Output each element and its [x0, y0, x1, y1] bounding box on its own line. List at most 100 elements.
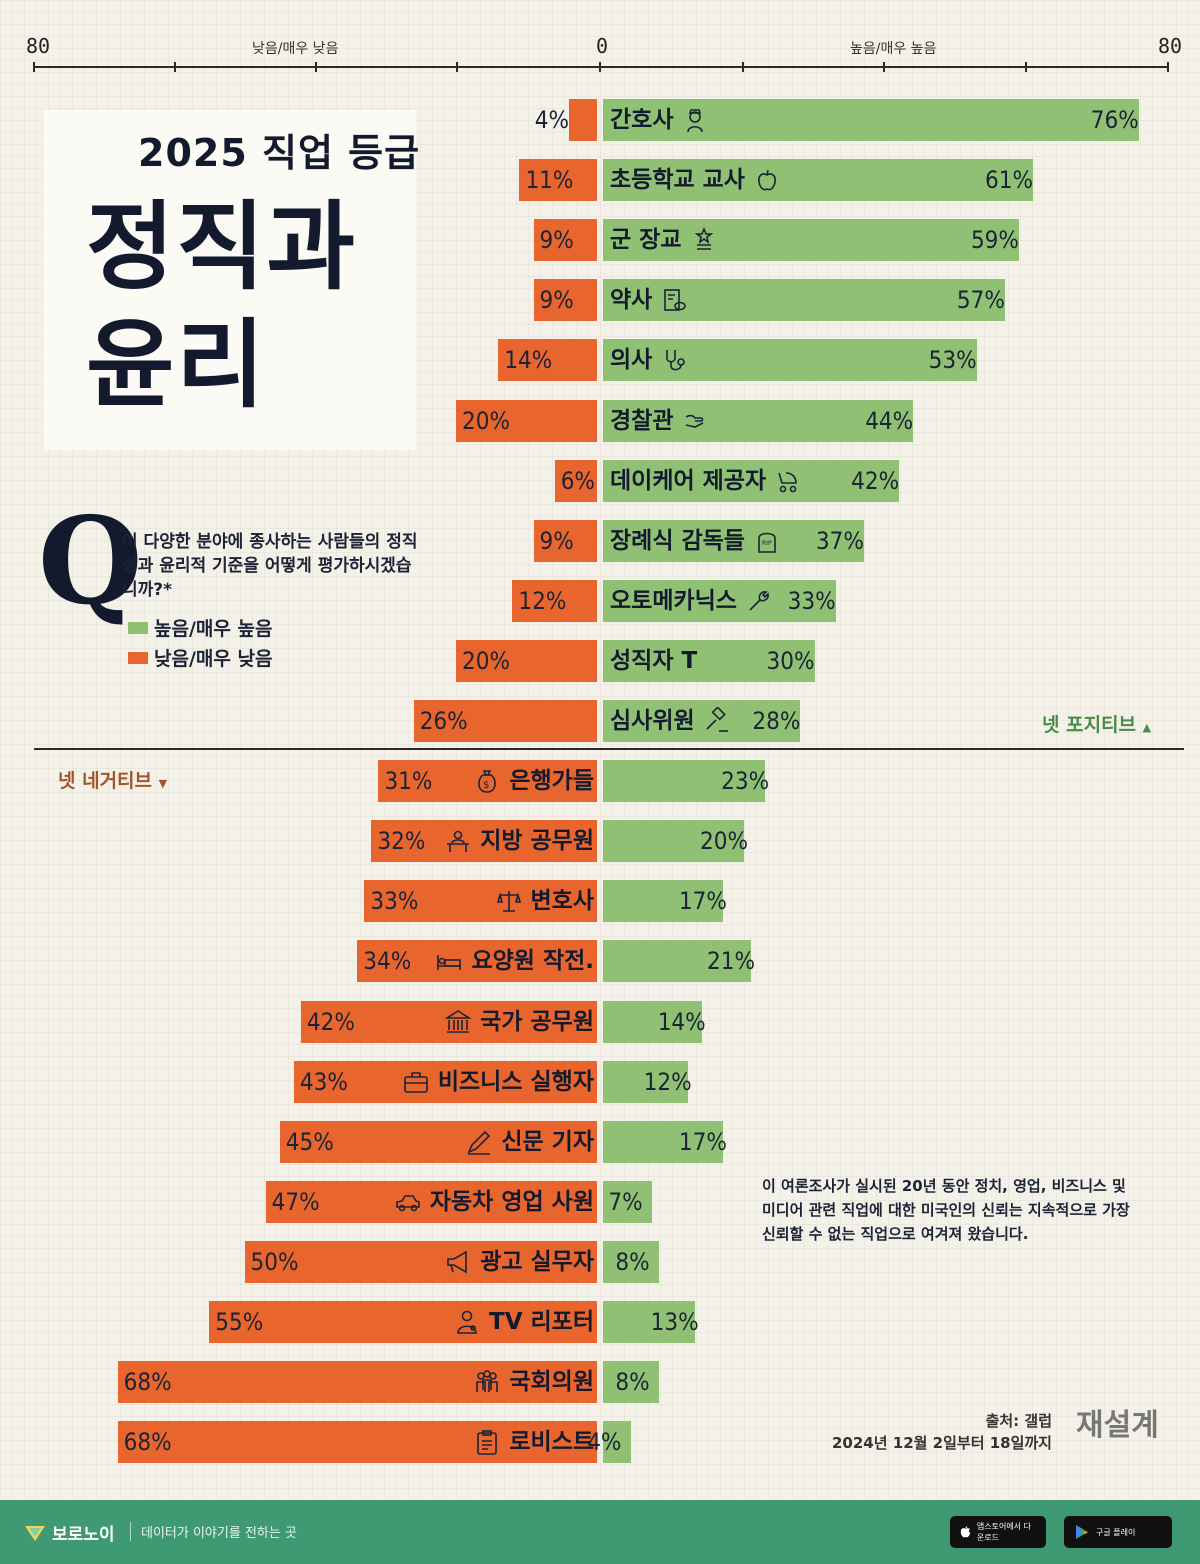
survey-note: 이 여론조사가 실시된 20년 동안 정치, 영업, 비즈니스 및 미디어 관련… — [762, 1177, 1130, 1243]
apple-logo-icon — [960, 1526, 971, 1538]
value-low: 47% — [271, 1188, 320, 1216]
axis-left-caption: 낮음/매우 낮음 — [252, 41, 339, 57]
occupation-label: 광고 실무자 — [480, 1249, 594, 1275]
value-low: 9% — [539, 286, 574, 314]
occupation-label: 신문 기자 — [501, 1129, 594, 1155]
redesign-label: 재설계 — [1076, 1408, 1159, 1443]
bar-low — [117, 1421, 597, 1463]
occupation-label: 비즈니스 실행자 — [437, 1069, 594, 1095]
value-high: 21% — [707, 947, 756, 975]
value-high: 8% — [615, 1368, 650, 1396]
value-low: 12% — [518, 587, 567, 615]
bar-low — [456, 640, 597, 682]
value-low: 68% — [123, 1368, 172, 1396]
bar-low — [498, 339, 597, 381]
app-store-label: 앱스토어에서 다운로드 — [976, 1522, 1031, 1542]
source-dates: 2024년 12월 2일부터 18일까지 — [831, 1434, 1052, 1452]
app-store-button[interactable]: 앱스토어에서 다운로드 — [950, 1516, 1046, 1548]
brand-tagline: 데이터가 이야기를 전하는 곳 — [130, 1522, 297, 1541]
nurse-icon — [687, 109, 704, 133]
bar-high — [603, 1121, 723, 1163]
stroller-icon — [778, 472, 797, 493]
stethoscope-icon — [666, 350, 686, 371]
legend-low: 낮음/매우 낮음 — [128, 644, 272, 671]
legend-low-swatch — [128, 651, 148, 664]
bar-low — [533, 219, 597, 261]
bed-icon — [437, 955, 462, 970]
value-high: 57% — [956, 286, 1005, 314]
occupation-label: 자동차 영업 사원 — [429, 1189, 594, 1215]
occupation-label: TV 리포터 — [489, 1309, 594, 1335]
value-high: 33% — [787, 587, 836, 615]
megaphone-icon — [447, 1250, 467, 1274]
value-low: 6% — [560, 467, 595, 495]
value-high: 59% — [970, 226, 1019, 254]
bar-high — [603, 820, 744, 862]
value-high: 53% — [928, 346, 977, 374]
bar-low — [413, 700, 597, 742]
value-high: 7% — [608, 1188, 643, 1216]
title-panel — [44, 110, 416, 450]
bar-high — [603, 219, 1019, 261]
value-high: 44% — [865, 407, 914, 435]
tombstone-icon: RIP — [758, 532, 776, 553]
bar-high — [603, 1301, 695, 1343]
value-high: 42% — [851, 467, 900, 495]
value-high: 37% — [815, 527, 864, 555]
apple-icon — [758, 169, 776, 191]
bar-high — [603, 640, 815, 682]
occupation-label: 심사위원 — [610, 708, 695, 734]
value-low: 20% — [462, 647, 510, 675]
value-low: 50% — [250, 1248, 299, 1276]
value-low: 20% — [462, 407, 510, 435]
occupation-label: 군 장교 — [610, 227, 682, 253]
bar-high — [603, 400, 914, 442]
value-high: 13% — [650, 1308, 699, 1336]
occupation-label: 성직자 T — [610, 648, 698, 674]
svg-text:RIP: RIP — [762, 540, 772, 547]
value-high: 17% — [678, 1128, 727, 1156]
bar-high — [603, 1181, 653, 1223]
value-high: 8% — [615, 1248, 650, 1276]
bar-low — [456, 400, 597, 442]
brand-logo[interactable]: 보로노이 — [24, 1520, 115, 1545]
bar-low — [554, 460, 597, 502]
occupation-label: 경찰관 — [610, 408, 674, 434]
value-high: 17% — [678, 887, 727, 915]
bar-high — [603, 880, 723, 922]
value-high: 20% — [700, 827, 748, 855]
value-low: 43% — [299, 1068, 348, 1096]
bar-high — [603, 1241, 660, 1283]
bar-low — [209, 1301, 597, 1343]
legend-low-label: 낮음/매우 낮음 — [154, 648, 273, 670]
pen-icon — [467, 1130, 491, 1155]
bar-high — [603, 339, 977, 381]
question-mark: Q — [38, 491, 143, 632]
value-high: 14% — [657, 1008, 706, 1036]
occupation-label: 지방 공무원 — [480, 828, 594, 854]
net-divider — [34, 748, 1184, 750]
bar-high — [603, 1001, 702, 1043]
axis-center: 0 — [596, 34, 609, 58]
group-icon — [476, 1370, 499, 1392]
gavel-icon — [706, 707, 728, 732]
axis-right-caption: 높음/매우 높음 — [850, 41, 937, 57]
brand-name: 보로노이 — [52, 1525, 115, 1545]
play-store-button[interactable]: 구글 플레이 — [1064, 1516, 1172, 1548]
bar-low — [117, 1361, 597, 1403]
net-negative-label: 넷 네거티브 ▼ — [58, 770, 168, 792]
occupation-label: 장례식 감독들 — [610, 528, 745, 554]
occupation-label: 약사 — [610, 287, 653, 313]
value-high: 30% — [766, 647, 815, 675]
axis-line — [33, 62, 1169, 72]
value-low: 9% — [539, 527, 574, 555]
bar-low — [533, 520, 597, 562]
value-high: 61% — [985, 166, 1034, 194]
bar-low — [568, 99, 597, 141]
bar-high — [603, 700, 801, 742]
occupation-label: 요양원 작전. — [471, 948, 594, 974]
bar-low — [244, 1241, 597, 1283]
value-low: 26% — [419, 707, 468, 735]
value-low: 31% — [384, 767, 433, 795]
occupation-label: 데이케어 제공자 — [610, 468, 767, 494]
